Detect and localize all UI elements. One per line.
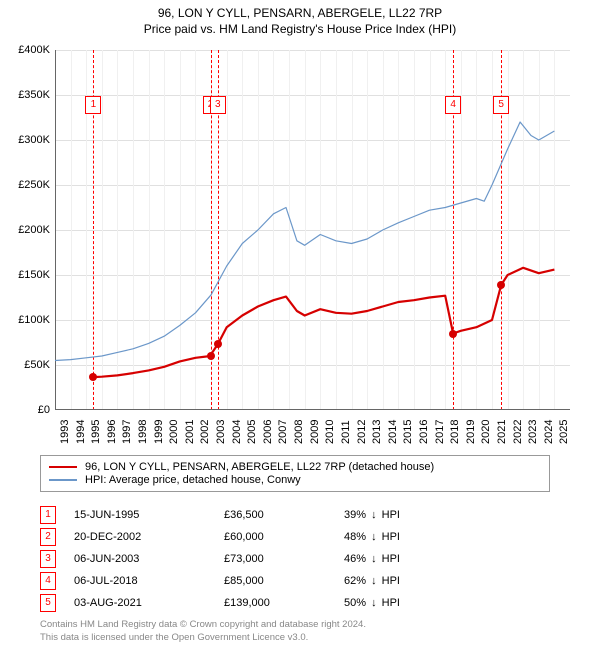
x-tick-label: 2006: [262, 420, 274, 444]
x-tick-label: 2012: [356, 420, 368, 444]
sale-dot: [89, 373, 97, 381]
x-tick-label: 2009: [309, 420, 321, 444]
sales-delta: 48% ↓ HPI: [344, 531, 464, 543]
y-tick-label: £150K: [0, 269, 50, 281]
x-tick-label: 2010: [324, 420, 336, 444]
x-tick-label: 2024: [543, 420, 555, 444]
legend-label: HPI: Average price, detached house, Conw…: [85, 474, 301, 486]
legend-item: 96, LON Y CYLL, PENSARN, ABERGELE, LL22 …: [49, 461, 541, 473]
sales-delta: 46% ↓ HPI: [344, 553, 464, 565]
x-tick-label: 1994: [75, 420, 87, 444]
sales-row: 5 03-AUG-2021£139,00050% ↓ HPI: [40, 594, 550, 612]
arrow-down-icon: ↓: [371, 575, 377, 587]
x-tick-label: 2025: [558, 420, 570, 444]
sales-date: 20-DEC-2002: [74, 531, 224, 543]
y-tick-label: £300K: [0, 134, 50, 146]
x-tick-label: 2016: [418, 420, 430, 444]
x-tick-label: 2003: [215, 420, 227, 444]
x-tick-label: 2023: [527, 420, 539, 444]
sales-date: 06-JUL-2018: [74, 575, 224, 587]
y-tick-label: £50K: [0, 359, 50, 371]
chart-container: 96, LON Y CYLL, PENSARN, ABERGELE, LL22 …: [0, 0, 600, 650]
x-tick-label: 2019: [465, 420, 477, 444]
x-tick-label: 2020: [480, 420, 492, 444]
sales-row-marker: 2: [40, 528, 56, 546]
x-tick-label: 2005: [246, 420, 258, 444]
arrow-down-icon: ↓: [371, 553, 377, 565]
sales-row-marker: 1: [40, 506, 56, 524]
y-tick-label: £0: [0, 404, 50, 416]
sales-row: 2 20-DEC-2002£60,00048% ↓ HPI: [40, 528, 550, 546]
x-tick-label: 1999: [153, 420, 165, 444]
sales-price: £85,000: [224, 575, 344, 587]
x-tick-label: 1998: [137, 420, 149, 444]
sales-row: 1 15-JUN-1995£36,50039% ↓ HPI: [40, 506, 550, 524]
sales-price: £36,500: [224, 509, 344, 521]
x-tick-label: 2002: [199, 420, 211, 444]
x-tick-label: 2022: [512, 420, 524, 444]
x-tick-label: 2011: [340, 420, 352, 444]
x-tick-label: 2017: [434, 420, 446, 444]
x-tick-label: 1995: [90, 420, 102, 444]
x-tick-label: 2014: [387, 420, 399, 444]
sales-row: 4 06-JUL-2018£85,00062% ↓ HPI: [40, 572, 550, 590]
y-tick-label: £350K: [0, 89, 50, 101]
chart-subtitle: Price paid vs. HM Land Registry's House …: [0, 22, 600, 36]
arrow-down-icon: ↓: [371, 597, 377, 609]
sales-delta: 39% ↓ HPI: [344, 509, 464, 521]
sales-row-marker: 5: [40, 594, 56, 612]
y-tick-label: £400K: [0, 44, 50, 56]
legend-swatch: [49, 466, 77, 469]
chart-title: 96, LON Y CYLL, PENSARN, ABERGELE, LL22 …: [0, 6, 600, 20]
legend: 96, LON Y CYLL, PENSARN, ABERGELE, LL22 …: [40, 455, 550, 492]
y-tick-label: £250K: [0, 179, 50, 191]
sales-row-marker: 3: [40, 550, 56, 568]
sales-row-marker: 4: [40, 572, 56, 590]
x-tick-label: 1993: [59, 420, 71, 444]
x-tick-label: 1997: [121, 420, 133, 444]
sale-dot: [497, 281, 505, 289]
sales-date: 15-JUN-1995: [74, 509, 224, 521]
x-tick-label: 2000: [168, 420, 180, 444]
sales-price: £139,000: [224, 597, 344, 609]
legend-label: 96, LON Y CYLL, PENSARN, ABERGELE, LL22 …: [85, 461, 434, 473]
x-tick-label: 2004: [231, 420, 243, 444]
legend-item: HPI: Average price, detached house, Conw…: [49, 474, 541, 486]
x-tick-label: 2007: [277, 420, 289, 444]
footer: Contains HM Land Registry data © Crown c…: [40, 619, 560, 644]
footer-line1: Contains HM Land Registry data © Crown c…: [40, 619, 560, 631]
sales-date: 06-JUN-2003: [74, 553, 224, 565]
arrow-down-icon: ↓: [371, 531, 377, 543]
sales-delta: 50% ↓ HPI: [344, 597, 464, 609]
x-tick-label: 1996: [106, 420, 118, 444]
sales-table: 1 15-JUN-1995£36,50039% ↓ HPI 2 20-DEC-2002…: [40, 502, 550, 616]
sales-price: £73,000: [224, 553, 344, 565]
sales-row: 3 06-JUN-2003£73,00046% ↓ HPI: [40, 550, 550, 568]
y-tick-label: £200K: [0, 224, 50, 236]
x-tick-label: 2013: [371, 420, 383, 444]
sale-dot: [449, 330, 457, 338]
sales-date: 03-AUG-2021: [74, 597, 224, 609]
sale-dot: [207, 352, 215, 360]
plot-area: [55, 50, 570, 410]
arrow-down-icon: ↓: [371, 509, 377, 521]
x-tick-label: 2021: [496, 420, 508, 444]
sales-delta: 62% ↓ HPI: [344, 575, 464, 587]
footer-line2: This data is licensed under the Open Gov…: [40, 632, 560, 644]
x-tick-label: 2018: [449, 420, 461, 444]
legend-swatch: [49, 479, 77, 481]
x-tick-label: 2015: [402, 420, 414, 444]
sale-dot: [214, 340, 222, 348]
x-tick-label: 2008: [293, 420, 305, 444]
sales-price: £60,000: [224, 531, 344, 543]
x-tick-label: 2001: [184, 420, 196, 444]
y-tick-label: £100K: [0, 314, 50, 326]
